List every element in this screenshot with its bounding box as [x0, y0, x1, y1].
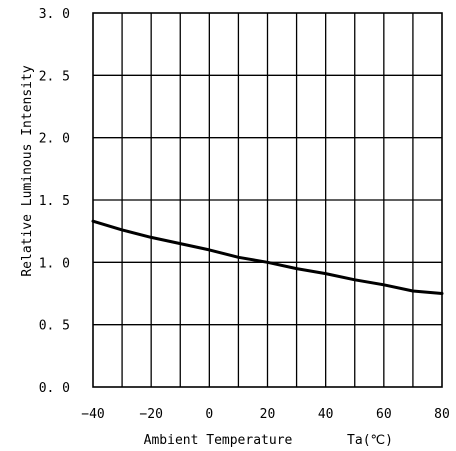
plot-frame	[92, 12, 443, 388]
x-tick-label: 80	[434, 407, 450, 422]
series-line	[91, 219, 444, 295]
y-tick-label: 0. 5	[39, 319, 70, 334]
x-tick-label: 40	[318, 407, 334, 422]
ticks: −40 −20 0 20 40 60 80 0. 0 0. 5 1. 0 1. 5 2. 0 2. 5 3…	[39, 7, 450, 422]
x-tick-label: −20	[139, 407, 162, 422]
grid	[93, 13, 442, 387]
x-tick-label: 60	[376, 407, 392, 422]
x-tick-label: −40	[81, 407, 104, 422]
x-axis-label: Ambient Temperature	[144, 433, 293, 448]
y-axis-label: Relative Luminous Intensity	[20, 65, 35, 276]
y-tick-label: 3. 0	[39, 7, 70, 22]
x-tick-label: 0	[205, 407, 213, 422]
x-tick-label: 20	[260, 407, 276, 422]
y-tick-label: 1. 5	[39, 194, 70, 209]
y-tick-label: 2. 5	[39, 69, 70, 84]
y-tick-label: 0. 0	[39, 381, 70, 396]
y-tick-label: 1. 0	[39, 256, 70, 271]
x-axis-unit: Ta(℃)	[347, 433, 393, 448]
y-tick-label: 2. 0	[39, 132, 70, 147]
